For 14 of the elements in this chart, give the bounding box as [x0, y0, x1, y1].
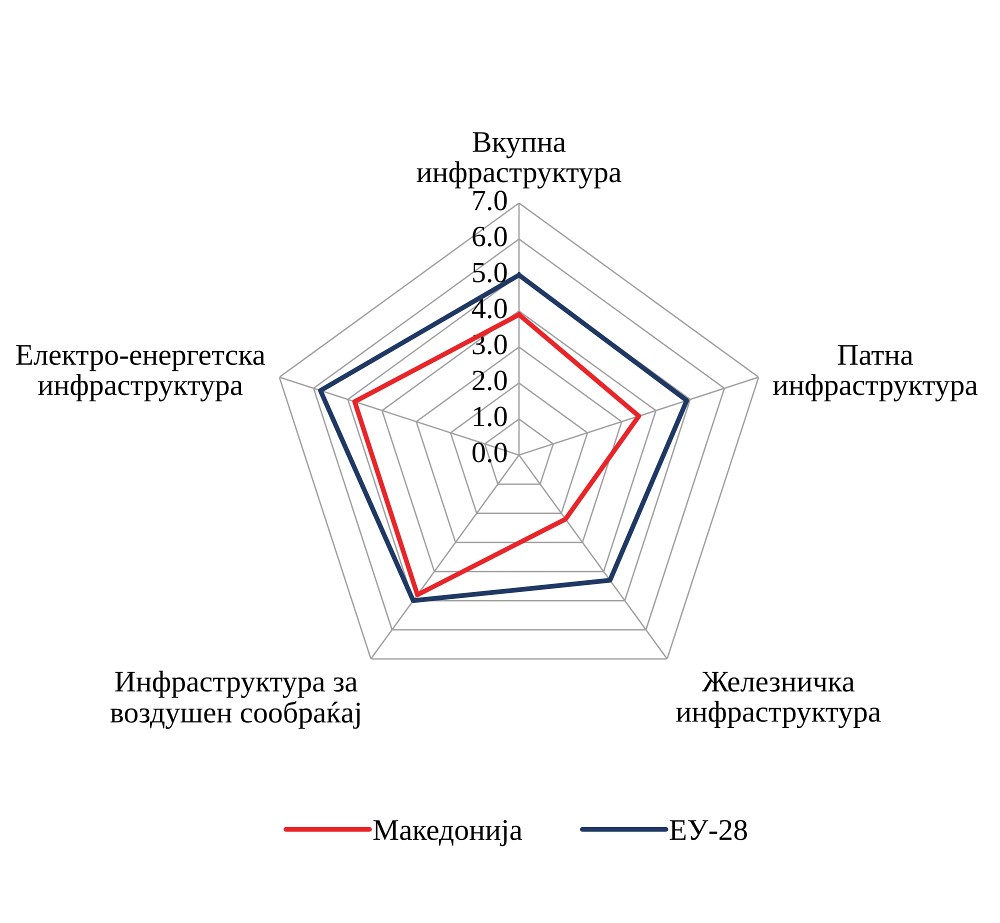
spoke-label: Патна инфраструктура [773, 345, 978, 402]
y-tick-label: 7.0 [473, 190, 507, 210]
spoke-label: Железничка инфраструктура [676, 672, 881, 728]
legend-label: ЕУ-28 [670, 820, 747, 840]
y-tick-label: 4.0 [472, 298, 507, 318]
y-tick-label: 1.0 [474, 406, 507, 426]
y-tick-label: 5.0 [473, 262, 507, 282]
spoke-label: Електро-енергетска инфраструктура [16, 345, 266, 402]
legend-label: Македонија [373, 820, 522, 846]
spoke-label: Вкупна инфраструктура [416, 132, 622, 188]
y-tick-label: 0.0 [472, 442, 507, 462]
y-tick-label: 6.0 [472, 226, 507, 246]
y-tick-label: 2.0 [472, 370, 507, 390]
spoke-label: Инфраструктура за воздушен сообраќај [110, 670, 360, 729]
